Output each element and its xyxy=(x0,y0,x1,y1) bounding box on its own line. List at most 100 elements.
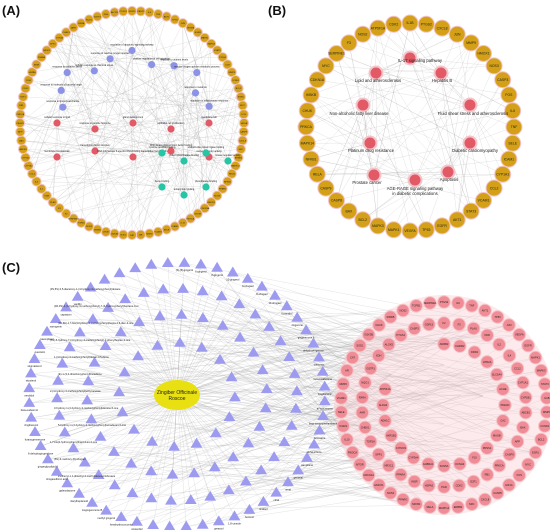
panel-a-outer-node: SOD1 xyxy=(118,229,129,240)
edge-c xyxy=(234,324,510,398)
edge-b xyxy=(311,94,371,144)
edge-a xyxy=(94,32,198,152)
panel-a-term-label: response to nutrient levels xyxy=(160,59,189,62)
node-label: HSPA5 xyxy=(29,71,37,74)
edge-c-center xyxy=(176,267,218,396)
edge-a xyxy=(97,150,172,230)
node-shape xyxy=(383,486,398,500)
edge-a xyxy=(52,122,210,203)
compound-triangle xyxy=(270,486,283,497)
node-shape xyxy=(202,183,210,191)
edge-b xyxy=(469,110,513,144)
panel-c-compound-node xyxy=(184,494,197,504)
edge-a xyxy=(94,43,212,152)
node-shape xyxy=(358,420,372,435)
node-label: MMP9 xyxy=(229,72,236,74)
panel-a-outer-node: APP xyxy=(15,126,26,137)
node-label: MYC xyxy=(525,462,531,466)
compound-label: 10-gingerol xyxy=(226,278,239,282)
compound-triangle xyxy=(188,467,200,478)
node-shape xyxy=(354,25,372,43)
panel-c-target-node: CYP3A4 xyxy=(406,451,421,465)
edge-b xyxy=(336,171,449,201)
edge-b xyxy=(325,57,411,189)
edge-c-center xyxy=(55,319,178,396)
panel-a-outer-node: VEGFA xyxy=(185,22,196,33)
compound-label: zingiberenol xyxy=(24,423,38,427)
panel-c-target-node: ERBB2 xyxy=(451,500,465,514)
panel-c-compound-node xyxy=(125,457,138,468)
node-shape xyxy=(378,414,392,428)
node-label: CDK2 xyxy=(23,88,30,90)
edge-b xyxy=(369,28,379,144)
edge-b xyxy=(310,104,364,160)
node-shape xyxy=(494,165,512,183)
node-shape xyxy=(433,19,451,37)
edge-c xyxy=(210,464,360,498)
panel-c-compound-node xyxy=(67,442,80,453)
panel-a-term-label: regulation of apoptotic signaling pathwa… xyxy=(110,44,154,47)
edge-a xyxy=(183,72,232,162)
node-label: GABRA1 xyxy=(423,462,434,466)
panel-c-compound-node xyxy=(53,409,66,420)
panel-a-term-label: phosphatase binding xyxy=(195,180,218,183)
compound-triangle xyxy=(74,326,86,337)
panel-a-term-label: tetrapyrrole binding xyxy=(174,188,195,191)
panel-c-compound-node xyxy=(126,487,139,498)
node-label: VCAM1 xyxy=(337,396,346,400)
edge-b xyxy=(336,53,375,176)
edge-a xyxy=(56,88,239,158)
node-shape xyxy=(478,303,492,318)
node-shape xyxy=(453,457,467,471)
node-shape xyxy=(409,497,424,512)
node-label: MAPK3 xyxy=(207,43,215,46)
node-label: CDK2 xyxy=(389,23,398,27)
compound-label: furanogermenone xyxy=(25,437,46,441)
panel-a-term-label: membrane microdomain xyxy=(44,150,70,153)
node-shape xyxy=(363,434,378,449)
node-label: CYP2C9 xyxy=(396,446,407,450)
node-label: MYC xyxy=(322,64,330,68)
node-label: PIK3CA xyxy=(187,217,195,220)
node-shape xyxy=(423,500,437,514)
edge-c-center xyxy=(176,394,247,482)
node-shape xyxy=(407,172,423,188)
compound-triangle xyxy=(180,520,192,530)
node-shape xyxy=(433,217,451,235)
node-label: EGFR xyxy=(524,344,531,348)
edge-c xyxy=(90,287,476,381)
compound-label: curcumin xyxy=(314,363,325,367)
node-label: SCN5A xyxy=(440,464,449,468)
compound-label: camphene xyxy=(301,463,314,467)
node-shape xyxy=(451,500,465,514)
edge-a xyxy=(173,65,191,219)
node-shape xyxy=(502,478,516,492)
node-label: XDH xyxy=(104,14,109,16)
panel-b-outer-node: AKT1 xyxy=(448,211,466,229)
edge-b xyxy=(414,174,503,181)
panel-c-target-node: PTGS2 xyxy=(437,295,451,309)
node-label: CYP1A1 xyxy=(496,172,509,176)
edge-b xyxy=(373,53,484,176)
panel-c-compound-node xyxy=(290,402,302,413)
panel-c-target-node: KCNH2 xyxy=(453,457,467,471)
compound-triangle xyxy=(52,374,64,385)
panel-c-compound-node xyxy=(108,479,121,490)
node-label: NFKB1 xyxy=(412,502,421,506)
edge-b xyxy=(440,72,472,212)
node-shape xyxy=(177,18,188,29)
compound-triangle xyxy=(56,357,69,368)
panel-c-target-node: AKR1B1 xyxy=(384,428,399,443)
panel-c-compound-node xyxy=(196,341,208,352)
node-label: CA2 xyxy=(500,419,506,423)
compound-triangle xyxy=(165,494,177,505)
panel-a-outer-node: AHR xyxy=(68,22,79,33)
compound-label: (S)-[6]-gingerol xyxy=(176,268,194,272)
panel-a-term-label: heme binding xyxy=(155,180,170,183)
center-label-line2: Roscoe xyxy=(169,396,186,402)
panel-a-outer-node: E2F1 xyxy=(18,91,29,103)
node-label: CASP8 xyxy=(493,491,502,495)
panel-c-target-node: EGFR xyxy=(521,338,535,353)
panel-c-target-node: NQO1 xyxy=(358,375,372,390)
